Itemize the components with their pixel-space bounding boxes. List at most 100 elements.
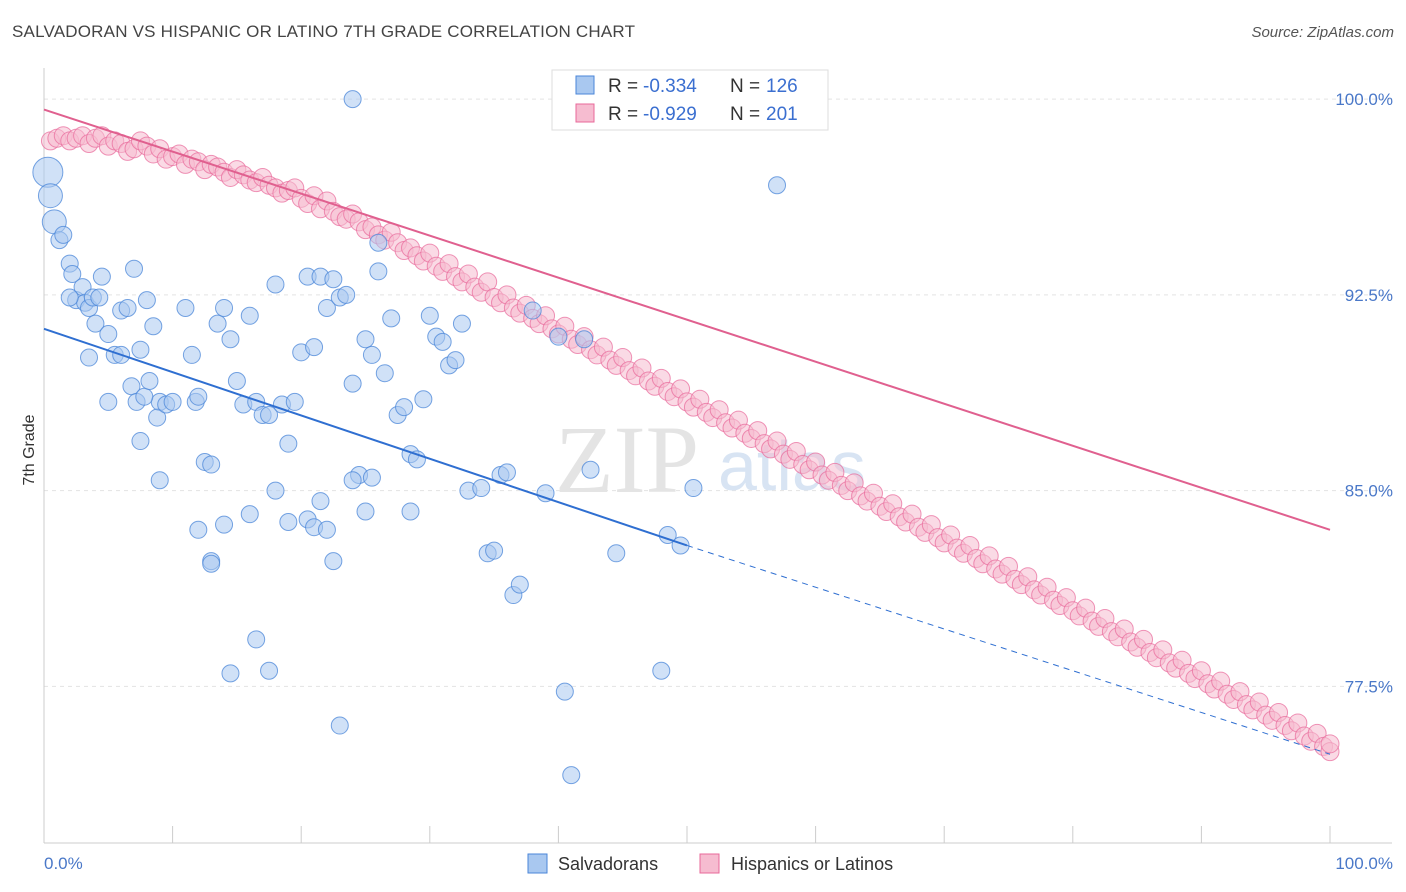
point-salvadoran-49: [279, 434, 298, 453]
point-salvadoran-56: [324, 270, 343, 289]
point-salvadoran-21: [131, 340, 150, 359]
watermark-zip: ZIP: [555, 406, 699, 513]
point-salvadoran-37: [202, 455, 221, 474]
bottom-legend-swatch-blue: [527, 853, 548, 874]
point-salvadoran-55: [317, 298, 336, 317]
point-salvadoran-61: [356, 330, 375, 349]
point-salvadoran-27: [135, 387, 154, 406]
trend-lines: [43, 108, 1331, 755]
point-salvadoran-20: [92, 267, 111, 286]
point-salvadoran-83: [317, 520, 336, 539]
legend-n-label-2: N =: [730, 104, 760, 125]
point-salvadoran-28: [140, 372, 159, 391]
point-salvadoran-62: [362, 345, 381, 364]
legend-r-value-1: -0.334: [643, 76, 697, 97]
point-salvadoran-40: [221, 330, 240, 349]
point-salvadoran-59: [343, 374, 362, 393]
point-salvadoran-14: [60, 288, 79, 307]
point-salvadoran-106: [324, 552, 343, 571]
point-salvadoran-47: [266, 275, 285, 294]
point-salvadoran-123: [684, 479, 703, 498]
trend-salvadorans: [43, 327, 688, 547]
point-salvadoran-1: [37, 183, 63, 209]
point-salvadoran-39: [215, 298, 234, 317]
bottom-legend-label-salvadorans: Salvadorans: [558, 854, 658, 874]
point-salvadoran-119: [652, 661, 671, 680]
point-salvadoran-109: [247, 630, 266, 649]
point-salvadoran-77: [369, 233, 388, 252]
point-salvadoran-22: [137, 291, 156, 310]
point-salvadoran-4: [54, 225, 73, 244]
tick-labels: 100.0% 92.5% 85.0% 77.5% 0.0% 100.0%: [44, 90, 1393, 873]
point-salvadoran-31: [163, 392, 182, 411]
point-salvadoran-122: [768, 176, 787, 195]
chart-source: Source: ZipAtlas.com: [1251, 24, 1394, 41]
point-salvadoran-70: [414, 390, 433, 409]
bottom-legend-swatch-pink: [699, 853, 720, 874]
bottom-legend-label-hispanics: Hispanics or Latinos: [731, 854, 893, 874]
legend-swatch-blue: [575, 75, 595, 95]
point-salvadoran-75: [446, 351, 465, 370]
point-salvadoran-104: [562, 766, 581, 785]
bottom-legend: Salvadorans Hispanics or Latinos: [527, 853, 893, 874]
point-salvadoran-113: [311, 492, 330, 511]
point-salvadoran-124: [607, 544, 626, 563]
point-salvadoran-102: [549, 327, 568, 346]
point-salvadoran-108: [330, 716, 349, 735]
point-salvadoran-100: [523, 301, 542, 320]
trend-hispanics: [43, 108, 1331, 531]
point-salvadoran-43: [240, 306, 259, 325]
point-salvadoran-38: [208, 314, 227, 333]
trend-salvadorans-extension: [686, 544, 1331, 755]
point-salvadoran-73: [433, 332, 452, 351]
legend-swatch-pink: [575, 103, 595, 123]
y-tick-label-1: 92.5%: [1345, 286, 1393, 305]
y-axis-label: 7th Grade: [21, 414, 38, 485]
point-salvadoran-111: [260, 661, 279, 680]
point-salvadoran-67: [395, 398, 414, 417]
y-tick-label-0: 100.0%: [1335, 90, 1393, 109]
point-salvadoran-89: [99, 392, 118, 411]
point-hispanic-200: [1320, 734, 1340, 754]
point-salvadoran-41: [227, 372, 246, 391]
legend-r-label-2: R =: [608, 104, 638, 125]
point-salvadoran-110: [221, 664, 240, 683]
legend-box: R = -0.334 N = 126 R = -0.929 N = 201: [551, 69, 829, 131]
point-salvadoran-103: [555, 682, 574, 701]
point-salvadoran-58: [337, 285, 356, 304]
point-salvadoran-18: [118, 298, 137, 317]
point-salvadoran-121: [343, 90, 362, 109]
y-tick-label-2: 85.0%: [1345, 482, 1393, 501]
point-salvadoran-85: [215, 515, 234, 534]
point-salvadoran-84: [240, 505, 259, 524]
point-salvadoran-6: [63, 265, 82, 284]
y-tick-label-3: 77.5%: [1345, 677, 1393, 696]
point-salvadoran-32: [176, 298, 195, 317]
point-salvadoran-99: [510, 575, 529, 594]
point-salvadoran-125: [202, 554, 221, 573]
point-salvadoran-107: [266, 481, 285, 500]
point-salvadoran-76: [452, 314, 471, 333]
chart-title: SALVADORAN VS HISPANIC OR LATINO 7TH GRA…: [12, 22, 636, 41]
point-salvadoran-12: [86, 314, 105, 333]
point-salvadoran-93: [472, 479, 491, 498]
point-salvadoran-116: [581, 460, 600, 479]
legend-r-value-2: -0.929: [643, 104, 697, 125]
point-salvadoran-78: [343, 471, 362, 490]
point-salvadoran-65: [382, 309, 401, 328]
point-salvadoran-13: [90, 288, 109, 307]
point-salvadoran-90: [80, 348, 99, 367]
point-salvadoran-33: [182, 345, 201, 364]
point-salvadoran-71: [420, 306, 439, 325]
point-salvadoran-23: [144, 317, 163, 336]
legend-n-value-1: 126: [766, 76, 798, 97]
legend-n-value-2: 201: [766, 104, 798, 125]
point-salvadoran-79: [362, 468, 381, 487]
point-salvadoran-81: [279, 512, 298, 531]
point-salvadoran-95: [485, 541, 504, 560]
legend-n-label-1: N =: [730, 76, 760, 97]
point-salvadoran-46: [260, 405, 279, 424]
point-salvadoran-117: [658, 526, 677, 545]
point-salvadoran-53: [305, 338, 324, 357]
